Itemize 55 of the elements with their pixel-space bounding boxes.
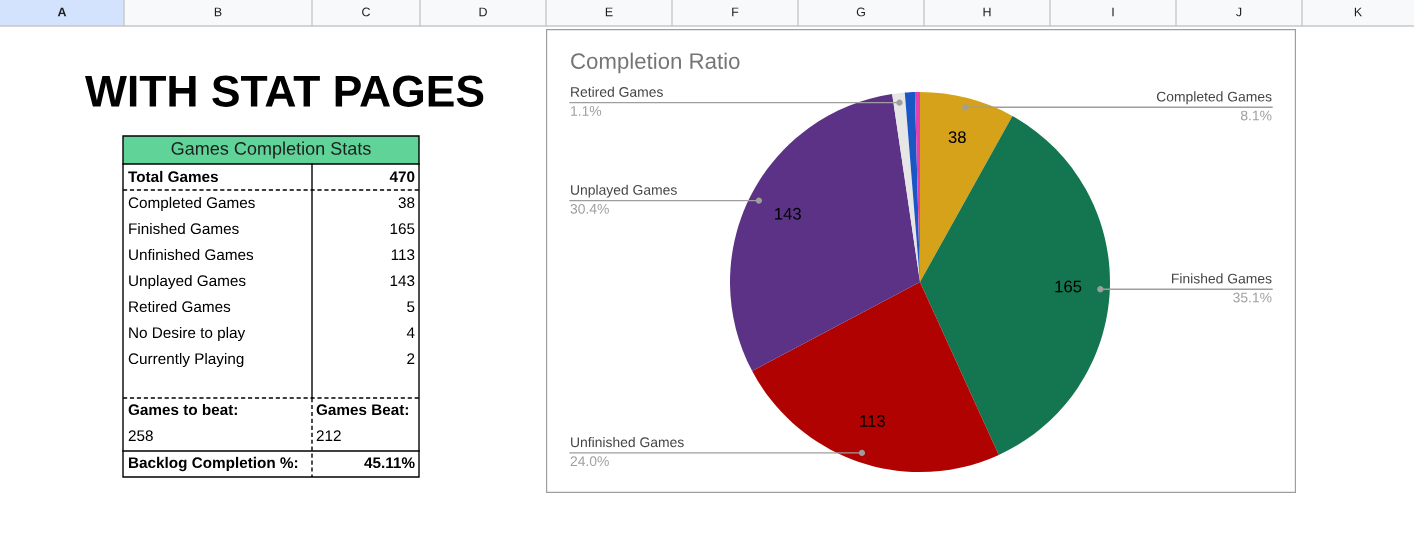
pie-slice — [920, 115, 1110, 455]
text: 38 — [398, 197, 415, 209]
text: J — [1236, 7, 1242, 17]
slice-label: Unfinished Games — [571, 436, 684, 448]
text: H — [983, 7, 991, 17]
text: 470 — [389, 171, 415, 183]
text: Games to beat: — [128, 403, 237, 416]
text: No Desire to play — [129, 326, 246, 342]
text: Backlog Completion %: — [129, 456, 298, 472]
text: 8.1% — [1240, 110, 1272, 121]
text: Finished Games — [129, 222, 239, 235]
text: 212 — [316, 430, 341, 441]
pie-slice — [920, 92, 1013, 282]
slice-label: Completed Games — [1156, 91, 1272, 105]
text: 30.4% — [570, 203, 609, 214]
text: Completed Games — [128, 196, 255, 212]
data-label: 38 — [948, 131, 966, 144]
text: B — [214, 7, 222, 17]
text: K — [1354, 7, 1363, 17]
text: Unplayed Games — [129, 274, 246, 290]
text: Unfinished Games — [129, 248, 254, 261]
text: Total Games — [128, 170, 218, 183]
chart-title: Completion Ratio — [571, 52, 740, 74]
text: F — [732, 7, 739, 17]
text: 35.1% — [1233, 292, 1272, 303]
text: A — [57, 7, 67, 17]
text: Retired Games — [129, 300, 231, 313]
data-label: 143 — [775, 207, 801, 220]
text: 113 — [391, 249, 415, 261]
text: Games Completion Stats — [171, 141, 371, 159]
text: E — [605, 7, 613, 17]
slice-label: Unplayed Games — [571, 184, 677, 198]
pie-slice — [730, 94, 920, 372]
text: C — [362, 7, 371, 17]
text: G — [856, 7, 865, 17]
text: 258 — [128, 430, 153, 442]
text: 1.1% — [571, 106, 602, 116]
pie-slice — [892, 92, 920, 282]
text: I — [1112, 7, 1114, 17]
pie-slice — [752, 282, 999, 472]
text: Games Beat: — [316, 404, 408, 416]
data-label: 113 — [860, 414, 885, 427]
text: 24.0% — [570, 456, 609, 467]
text: D — [479, 7, 487, 17]
slice-label: Finished Games — [1172, 273, 1272, 284]
text: 5 — [407, 301, 415, 313]
slice-label: Retired Games — [571, 86, 663, 97]
text: 45.11% — [364, 457, 415, 469]
text: 165 — [390, 223, 415, 235]
text: WITH STAT PAGES — [85, 75, 484, 107]
text: Currently Playing — [128, 352, 244, 368]
text: 2 — [407, 353, 415, 364]
data-label: 165 — [1055, 280, 1082, 293]
text: 4 — [406, 327, 415, 338]
text: 143 — [390, 275, 415, 287]
